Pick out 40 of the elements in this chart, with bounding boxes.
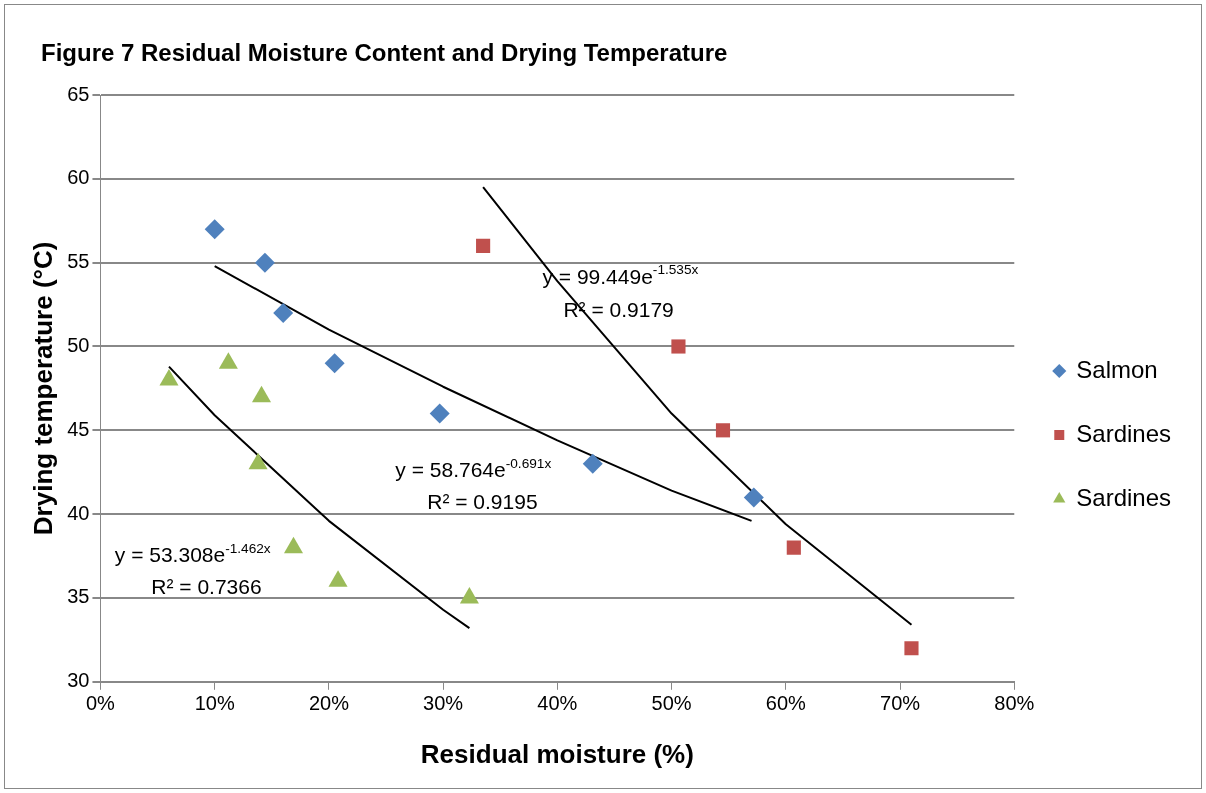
point [582,453,603,474]
point [324,353,345,374]
y-tick-label: 40 [67,501,90,524]
x-tick-label: 0% [85,692,116,715]
x-tick-label: 70% [880,692,921,715]
legend-label: Sardines [1076,419,1172,447]
point [743,487,764,508]
legend-label: Salmon [1076,355,1158,383]
point [715,423,731,438]
annotation: R² = 0.9179 [563,298,674,322]
y-tick-label: 35 [67,585,90,608]
y-tick-label: 30 [67,669,90,692]
point [476,238,491,253]
point [671,339,686,354]
x-tick-label: 50% [651,692,692,715]
x-tick-label: 10% [194,692,235,715]
point [204,219,225,240]
annotation: R² = 0.7366 [151,575,262,599]
x-tick-label: 80% [994,692,1035,715]
y-tick-label: 45 [67,417,90,440]
point [273,302,294,323]
annotation: R² = 0.9195 [427,489,538,513]
y-tick-label: 50 [67,334,90,356]
y-axis-title: Drying temperature (°C) [27,241,58,536]
chart-title: Figure 7 Residual Moisture Content and Drying Temperature [41,39,728,67]
point [429,403,450,424]
x-tick-label: 40% [537,692,578,715]
point [254,252,275,273]
x-tick-label: 20% [308,692,350,715]
x-axis-title: Residual moisture (%) [420,738,694,769]
y-tick-label: 55 [67,250,90,273]
y-tick-label: 65 [67,82,90,105]
point [328,570,348,587]
point [904,641,919,656]
legend-label: Sardines [1076,483,1172,511]
point [283,536,304,554]
y-tick-label: 60 [67,166,90,189]
point [786,540,801,555]
x-tick-label: 60% [765,692,807,715]
x-tick-label: 30% [423,692,464,715]
